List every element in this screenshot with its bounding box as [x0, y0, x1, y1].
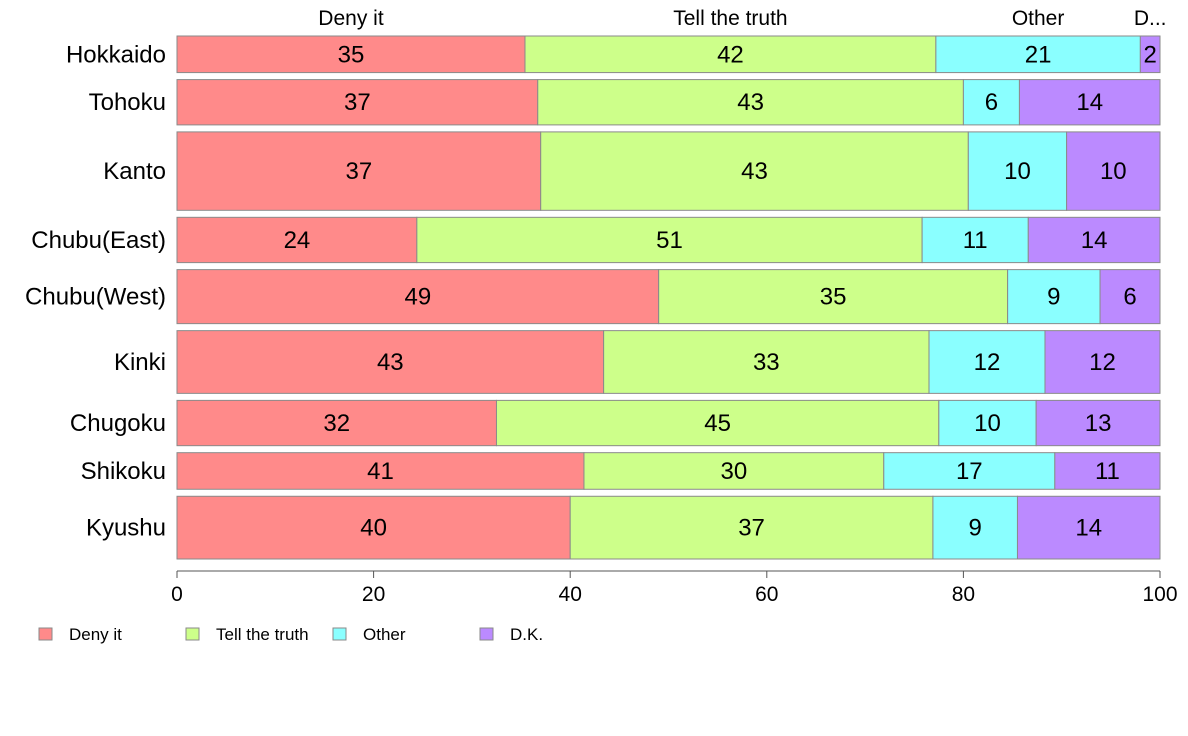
category-label: Shikoku	[81, 458, 166, 485]
bar-segment	[967, 131, 1068, 211]
data-label: 6	[985, 89, 998, 116]
data-label: 9	[969, 515, 982, 542]
bar-segment	[176, 131, 542, 211]
data-label: 43	[741, 158, 768, 185]
category-label: Kinki	[114, 349, 166, 376]
data-label: 10	[1004, 158, 1031, 185]
legend-swatch	[332, 627, 347, 641]
bar-segment	[583, 452, 885, 490]
bar-segment	[921, 216, 1029, 264]
data-label: 42	[717, 41, 744, 68]
data-label: 2	[1143, 41, 1156, 68]
bar-segment	[1018, 79, 1161, 126]
data-label: 14	[1076, 89, 1103, 116]
data-label: 49	[404, 284, 431, 311]
data-label: 13	[1085, 410, 1112, 437]
data-label: 12	[1089, 349, 1116, 376]
data-label: 11	[963, 227, 988, 254]
legend-swatch	[38, 627, 53, 641]
data-label: 30	[721, 458, 748, 485]
column-header: Other	[1012, 7, 1065, 30]
bar-segment	[1007, 269, 1101, 325]
x-tick-label: 100	[1142, 583, 1177, 606]
data-label: 35	[820, 284, 847, 311]
legend-label: D.K.	[510, 625, 543, 644]
data-label: 6	[1123, 284, 1136, 311]
data-label: 35	[338, 41, 365, 68]
bar-segment	[1139, 35, 1161, 74]
data-label: 14	[1081, 227, 1108, 254]
bar-segment	[883, 452, 1056, 490]
legend-label: Other	[363, 625, 406, 644]
bar-segment	[495, 399, 940, 447]
data-label: 37	[344, 89, 371, 116]
data-label: 17	[956, 458, 983, 485]
bar-segment	[935, 35, 1141, 74]
data-label: 45	[704, 410, 731, 437]
legend-swatch	[479, 627, 494, 641]
data-label: 51	[656, 227, 683, 254]
data-label: 43	[737, 89, 764, 116]
bar-segment	[938, 399, 1037, 447]
bar-segment	[176, 35, 526, 74]
bar-segment	[524, 35, 937, 74]
legend-label: Deny it	[69, 625, 122, 644]
bar-segment	[1016, 495, 1161, 560]
x-tick-label: 60	[755, 583, 778, 606]
bar-segment	[658, 269, 1009, 325]
legend-label: Tell the truth	[216, 625, 309, 644]
bar-segment	[1044, 330, 1161, 394]
bar-segment	[176, 269, 660, 325]
column-header: Deny it	[318, 7, 384, 30]
bar-segment	[176, 330, 605, 394]
data-label: 10	[1100, 158, 1127, 185]
bar-segment	[603, 330, 930, 394]
data-label: 11	[1095, 458, 1120, 485]
data-label: 14	[1075, 515, 1102, 542]
category-label: Kanto	[103, 158, 166, 185]
data-label: 33	[753, 349, 780, 376]
bar-segment	[537, 79, 964, 126]
category-label: Chubu(West)	[25, 284, 166, 311]
bar-segment	[928, 330, 1046, 394]
bar-segment	[176, 399, 497, 447]
bar-segment	[1066, 131, 1161, 211]
data-label: 37	[738, 515, 765, 542]
data-label: 41	[367, 458, 394, 485]
bar-segment	[540, 131, 969, 211]
bar-segment	[176, 216, 418, 264]
bar-segment	[1035, 399, 1161, 447]
data-label: 40	[360, 515, 387, 542]
category-label: Hokkaido	[66, 41, 166, 68]
data-label: 10	[974, 410, 1001, 437]
bar-segment	[176, 79, 539, 126]
x-tick-label: 20	[362, 583, 385, 606]
bar-segment	[416, 216, 923, 264]
data-label: 21	[1025, 41, 1052, 68]
x-tick-label: 0	[171, 583, 183, 606]
x-tick-label: 40	[559, 583, 582, 606]
bar-segment	[569, 495, 934, 560]
category-label: Kyushu	[86, 515, 166, 542]
column-header: Tell the truth	[673, 7, 787, 30]
data-label: 24	[284, 227, 311, 254]
data-label: 32	[323, 410, 350, 437]
bar-segment	[1054, 452, 1161, 490]
data-label: 37	[346, 158, 373, 185]
x-tick-label: 80	[952, 583, 975, 606]
category-label: Chugoku	[70, 410, 166, 437]
data-label: 43	[377, 349, 404, 376]
data-label: 9	[1047, 284, 1060, 311]
category-label: Tohoku	[89, 89, 166, 116]
legend-swatch	[185, 627, 200, 641]
data-label: 12	[974, 349, 1001, 376]
category-label: Chubu(East)	[31, 227, 166, 254]
column-header: D...	[1134, 7, 1167, 30]
bar-segment	[1027, 216, 1161, 264]
bar-segment	[962, 79, 1020, 126]
bar-segment	[1099, 269, 1161, 325]
